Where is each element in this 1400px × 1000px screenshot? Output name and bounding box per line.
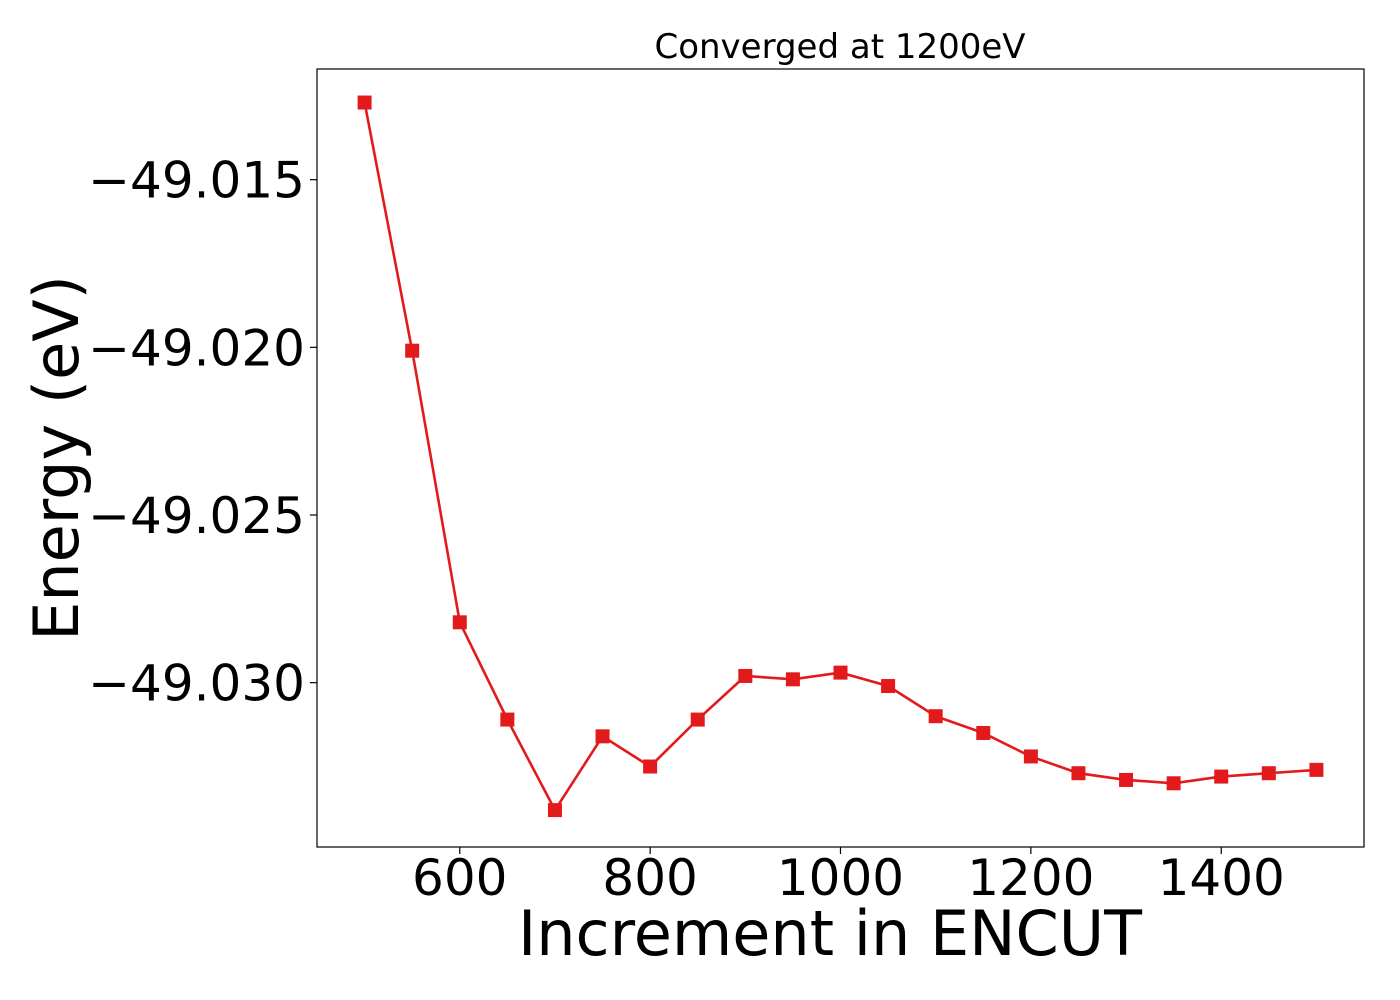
data-point (1023, 749, 1038, 764)
x-axis-label: Increment in ENCUT (518, 897, 1143, 970)
data-point (547, 803, 562, 818)
y-tick-label: −49.020 (88, 319, 305, 377)
y-tick-label: −49.030 (88, 655, 305, 713)
data-point (452, 615, 467, 630)
y-tick-label: −49.015 (88, 152, 305, 210)
data-point (500, 712, 515, 727)
data-point (1214, 769, 1229, 784)
data-point (1119, 772, 1134, 787)
series-line (363, 102, 1317, 813)
y-axis: −49.015 −49.020 −49.025 −49.030 (88, 152, 317, 713)
y-tick-label: −49.025 (88, 487, 305, 545)
data-point (976, 725, 991, 740)
data-point (690, 712, 705, 727)
x-tick-label: 600 (412, 849, 507, 907)
data-point (833, 665, 848, 680)
data-point (643, 759, 658, 774)
chart-title: Converged at 1200eV (654, 27, 1025, 67)
plot-area-frame (316, 68, 1365, 848)
data-point (1071, 766, 1086, 781)
data-point (595, 729, 610, 744)
data-point (881, 679, 896, 694)
x-tick-label: 800 (602, 849, 697, 907)
data-point (738, 668, 753, 683)
data-point (405, 343, 420, 358)
x-tick-label: 1000 (777, 849, 904, 907)
data-point (928, 709, 943, 724)
y-axis-label: Energy (eV) (20, 275, 93, 641)
data-point (1261, 766, 1276, 781)
data-point (357, 95, 372, 110)
data-point (1309, 762, 1324, 777)
data-point (785, 672, 800, 687)
series-layer (357, 95, 1324, 818)
x-tick-label: 1400 (1158, 849, 1285, 907)
x-tick-label: 1200 (967, 849, 1094, 907)
x-axis: 600 800 1000 1200 1400 (412, 847, 1285, 907)
data-point (1166, 776, 1181, 791)
